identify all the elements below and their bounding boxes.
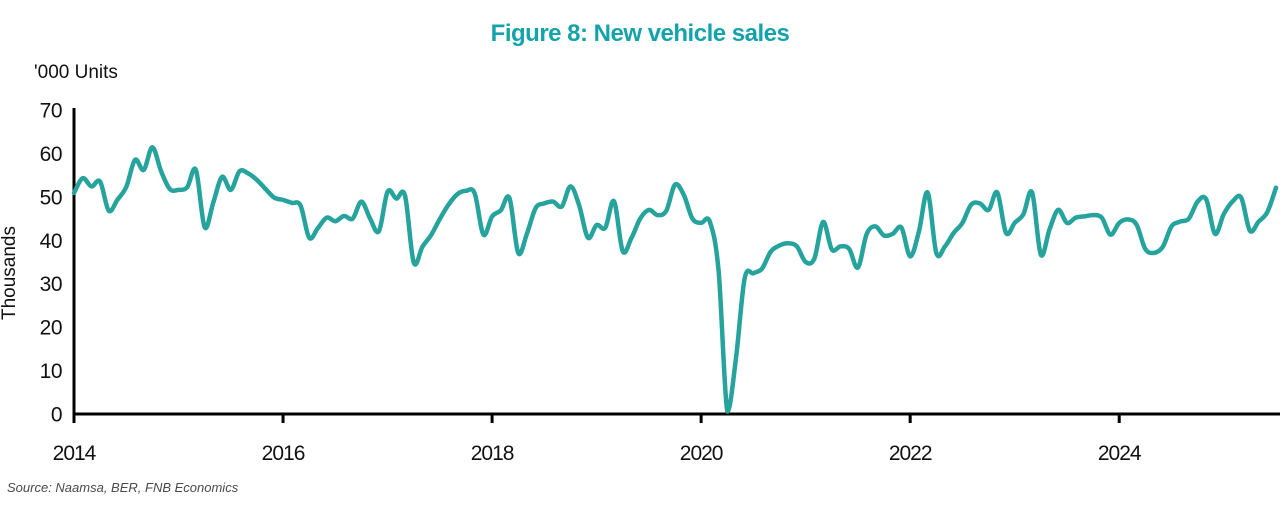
- x-tick-label: 2024: [1098, 442, 1142, 465]
- chart-title: Figure 8: New vehicle sales: [490, 20, 790, 47]
- y-tick-label: 70: [40, 100, 62, 123]
- x-tick-label: 2016: [262, 442, 305, 465]
- y-axis-unit-label: '000 Units: [34, 62, 118, 83]
- vehicle-sales-line: [71, 145, 1279, 414]
- y-tick-label: 30: [40, 273, 62, 296]
- source-note: Source: Naamsa, BER, FNB Economics: [7, 480, 239, 495]
- x-tick-label: 2018: [471, 442, 514, 465]
- x-tick-label: 2014: [53, 442, 97, 465]
- x-tick-label: 2022: [889, 442, 932, 465]
- y-tick-label: 40: [40, 230, 62, 253]
- y-tick-label: 10: [40, 360, 62, 383]
- y-tick-label: 50: [40, 186, 62, 209]
- x-tick-label: 2020: [680, 442, 723, 465]
- y-tick-label: 20: [40, 317, 62, 340]
- y-tick-label: 0: [51, 404, 62, 427]
- y-tick-label: 60: [40, 143, 62, 166]
